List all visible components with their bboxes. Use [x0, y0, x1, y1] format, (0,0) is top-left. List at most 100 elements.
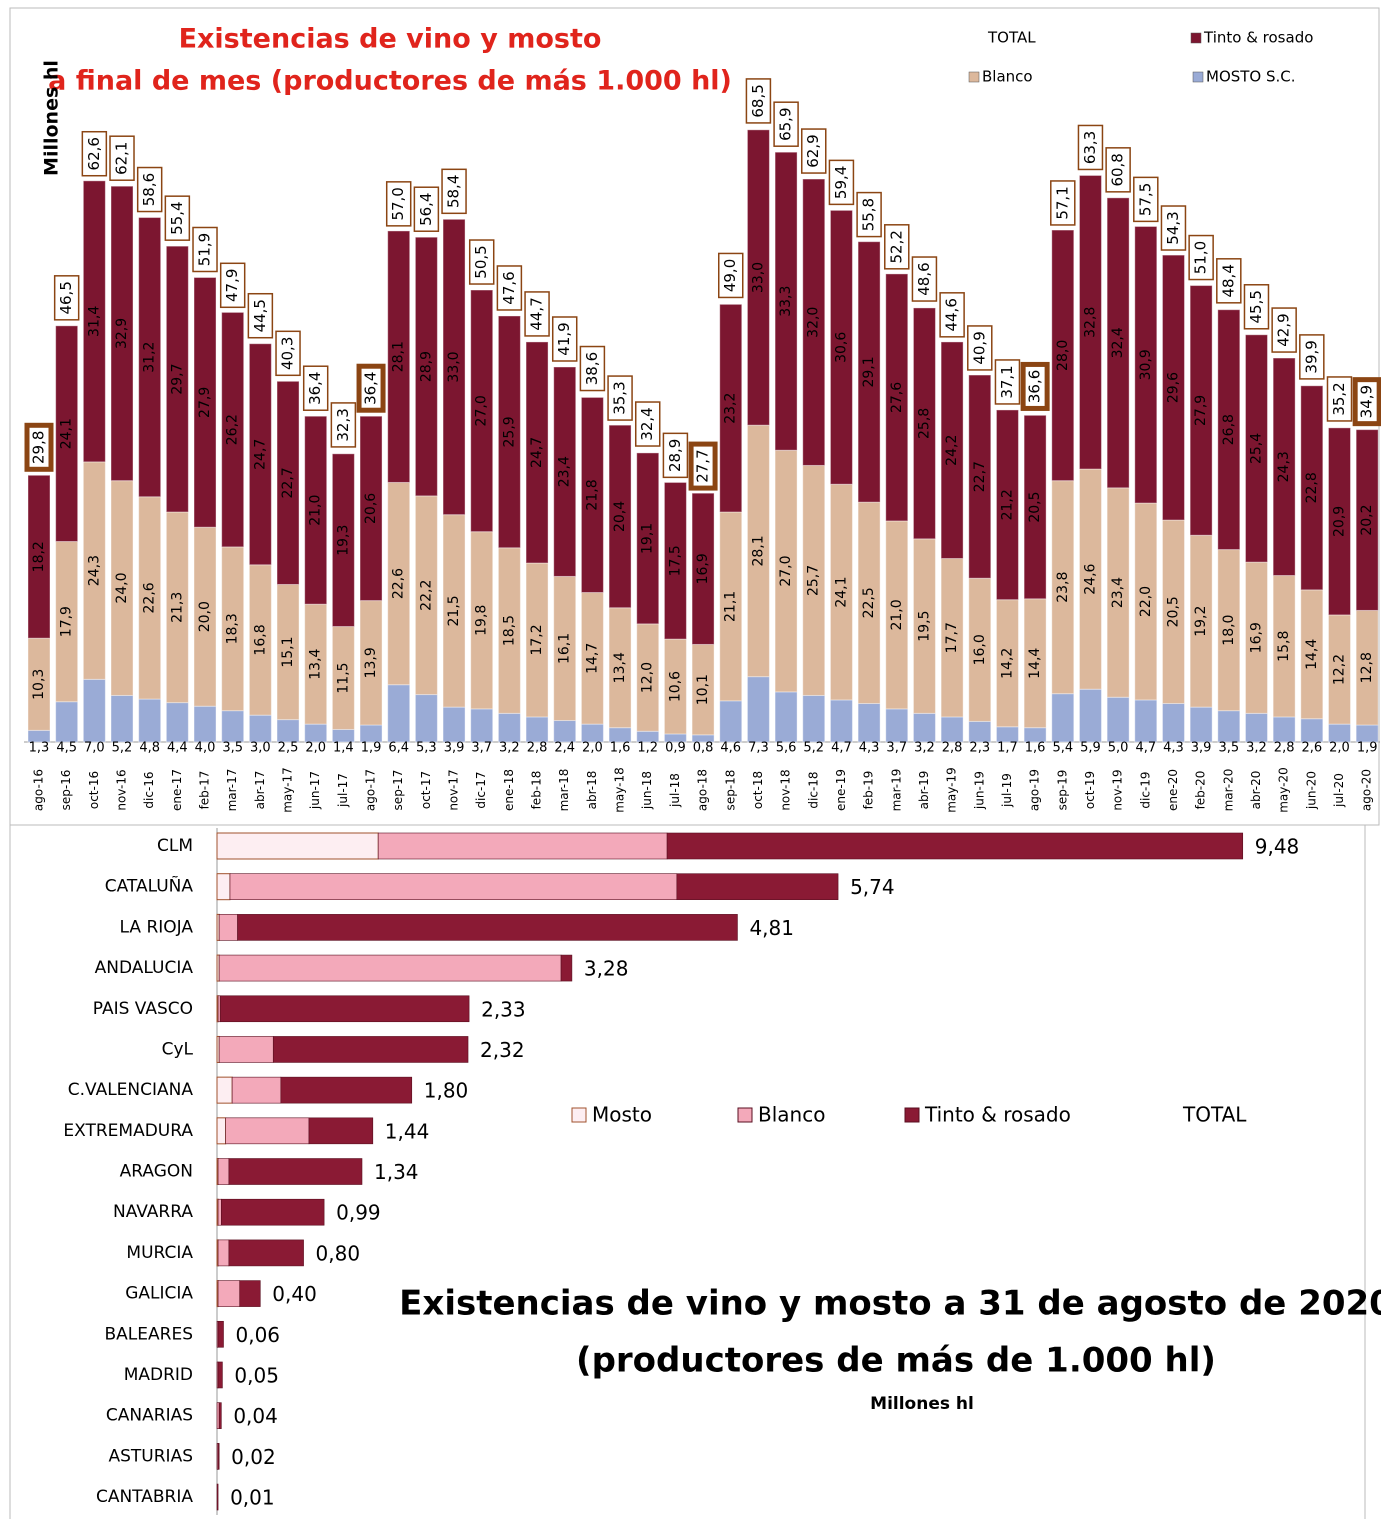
- data-label: 1,3: [29, 741, 50, 756]
- bar-segment: [217, 1443, 220, 1470]
- x-tick-label: oct-16: [87, 771, 101, 809]
- total-box: [634, 401, 661, 447]
- bar-segment: [377, 832, 668, 860]
- x-tick-label: mar-18: [557, 769, 571, 812]
- x-tick-label: ene-20: [1166, 769, 1180, 811]
- x-tick-label: feb-17: [198, 771, 212, 810]
- y-tick-label: PAIS VASCO: [93, 999, 193, 1019]
- total-label: 1,80: [424, 1079, 469, 1103]
- y-tick-label: C.VALENCIANA: [68, 1080, 194, 1100]
- total-box: [1160, 205, 1187, 251]
- data-label: 27,9: [1193, 395, 1209, 426]
- x-tick-label: jul-18: [668, 773, 682, 808]
- data-label: 20,4: [612, 501, 628, 532]
- total-label: 63,3: [1081, 131, 1099, 164]
- total-box: [801, 128, 827, 174]
- bar-segment: [248, 343, 272, 566]
- total-box: [745, 78, 772, 124]
- bar-segment: [217, 1198, 222, 1226]
- bar-segment: [218, 1036, 274, 1063]
- bar-segment: [1217, 309, 1241, 551]
- data-label: 19,1: [640, 523, 656, 554]
- total-label: 0,04: [233, 1404, 278, 1428]
- total-label: 56,4: [417, 193, 435, 226]
- legend-label: Blanco: [758, 1103, 825, 1127]
- total-box: [302, 365, 329, 411]
- bar-segment: [1078, 174, 1102, 470]
- total-box: [1352, 377, 1381, 427]
- bar-segment: [217, 1320, 224, 1348]
- total-label: 0,80: [316, 1241, 361, 1265]
- data-label: 25,4: [1248, 433, 1264, 464]
- data-label: 23,2: [723, 393, 739, 424]
- data-label: 24,1: [59, 418, 75, 449]
- bar-segment: [193, 276, 217, 528]
- data-label: 24,2: [944, 435, 960, 466]
- data-label: 2,0: [305, 741, 326, 756]
- total-box: [1020, 361, 1050, 411]
- total-box: [441, 168, 467, 215]
- chart-title: Existencias de vino y mosto: [179, 24, 602, 55]
- x-tick-label: ene-18: [502, 769, 516, 811]
- data-label: 3,5: [1218, 741, 1239, 756]
- data-label: 22,6: [391, 568, 407, 599]
- bar-segment: [525, 716, 549, 743]
- legend-label: MOSTO S.C.: [1206, 68, 1296, 86]
- data-label: 26,8: [1221, 414, 1237, 445]
- data-label: 22,0: [1138, 586, 1154, 617]
- data-label: 1,9: [1357, 741, 1378, 756]
- bar-segment: [239, 1280, 261, 1307]
- data-label: 2,5: [278, 741, 299, 756]
- chart-title: (productores de más de 1.000 hl): [576, 1341, 1216, 1381]
- data-label: 27,6: [889, 382, 905, 413]
- total-box: [219, 262, 246, 309]
- bar-segment: [1189, 706, 1213, 743]
- data-label: 21,1: [723, 591, 739, 622]
- y-tick-label: ASTURIAS: [109, 1446, 194, 1466]
- data-label: 24,7: [529, 437, 545, 468]
- bar-segment: [470, 708, 494, 743]
- bar-segment: [165, 702, 189, 743]
- x-tick-label: ago-20: [1360, 769, 1374, 811]
- data-label: 7,3: [748, 741, 769, 756]
- total-label: 60,8: [1109, 153, 1127, 186]
- bar-segment: [359, 415, 383, 602]
- data-label: 28,1: [391, 341, 407, 372]
- data-label: 0,9: [665, 741, 686, 756]
- data-label: 0,8: [693, 741, 714, 756]
- total-label: 3,28: [584, 957, 629, 981]
- y-tick-label: CANARIAS: [106, 1406, 193, 1426]
- data-label: 2,4: [554, 741, 575, 756]
- data-label: 14,2: [999, 648, 1015, 679]
- data-label: 22,7: [972, 461, 988, 492]
- data-label: 10,3: [31, 669, 47, 700]
- data-label: 15,1: [280, 636, 296, 667]
- total-label: 36,4: [306, 372, 324, 405]
- x-tick-label: jul-19: [1000, 773, 1014, 808]
- total-label: 47,9: [223, 269, 241, 302]
- data-label: 6,4: [388, 741, 409, 756]
- total-box: [1243, 284, 1270, 330]
- data-label: 26,2: [225, 414, 241, 445]
- total-label: 42,9: [1275, 313, 1293, 346]
- x-tick-label: dic-18: [806, 771, 820, 808]
- bar-segment: [497, 315, 521, 549]
- bar-segment: [27, 474, 51, 639]
- bar-segment: [1272, 716, 1296, 743]
- data-label: 13,9: [363, 647, 379, 678]
- x-tick-label: feb-19: [862, 771, 876, 810]
- total-box: [1216, 258, 1242, 304]
- bar-segment: [221, 710, 245, 743]
- total-label: 1,34: [374, 1160, 419, 1184]
- data-label: 20,9: [1331, 506, 1347, 537]
- bar-segment: [1327, 427, 1351, 616]
- y-tick-label: LA RIOJA: [120, 917, 194, 937]
- bar-segment: [802, 178, 826, 466]
- data-label: 1,6: [610, 741, 631, 756]
- bar-segment: [912, 538, 936, 714]
- bar-segment: [217, 1158, 230, 1185]
- bar-segment: [968, 720, 992, 743]
- x-tick-label: mar-17: [225, 769, 239, 812]
- total-label: 36,6: [1026, 370, 1044, 403]
- data-label: 14,4: [1304, 639, 1320, 670]
